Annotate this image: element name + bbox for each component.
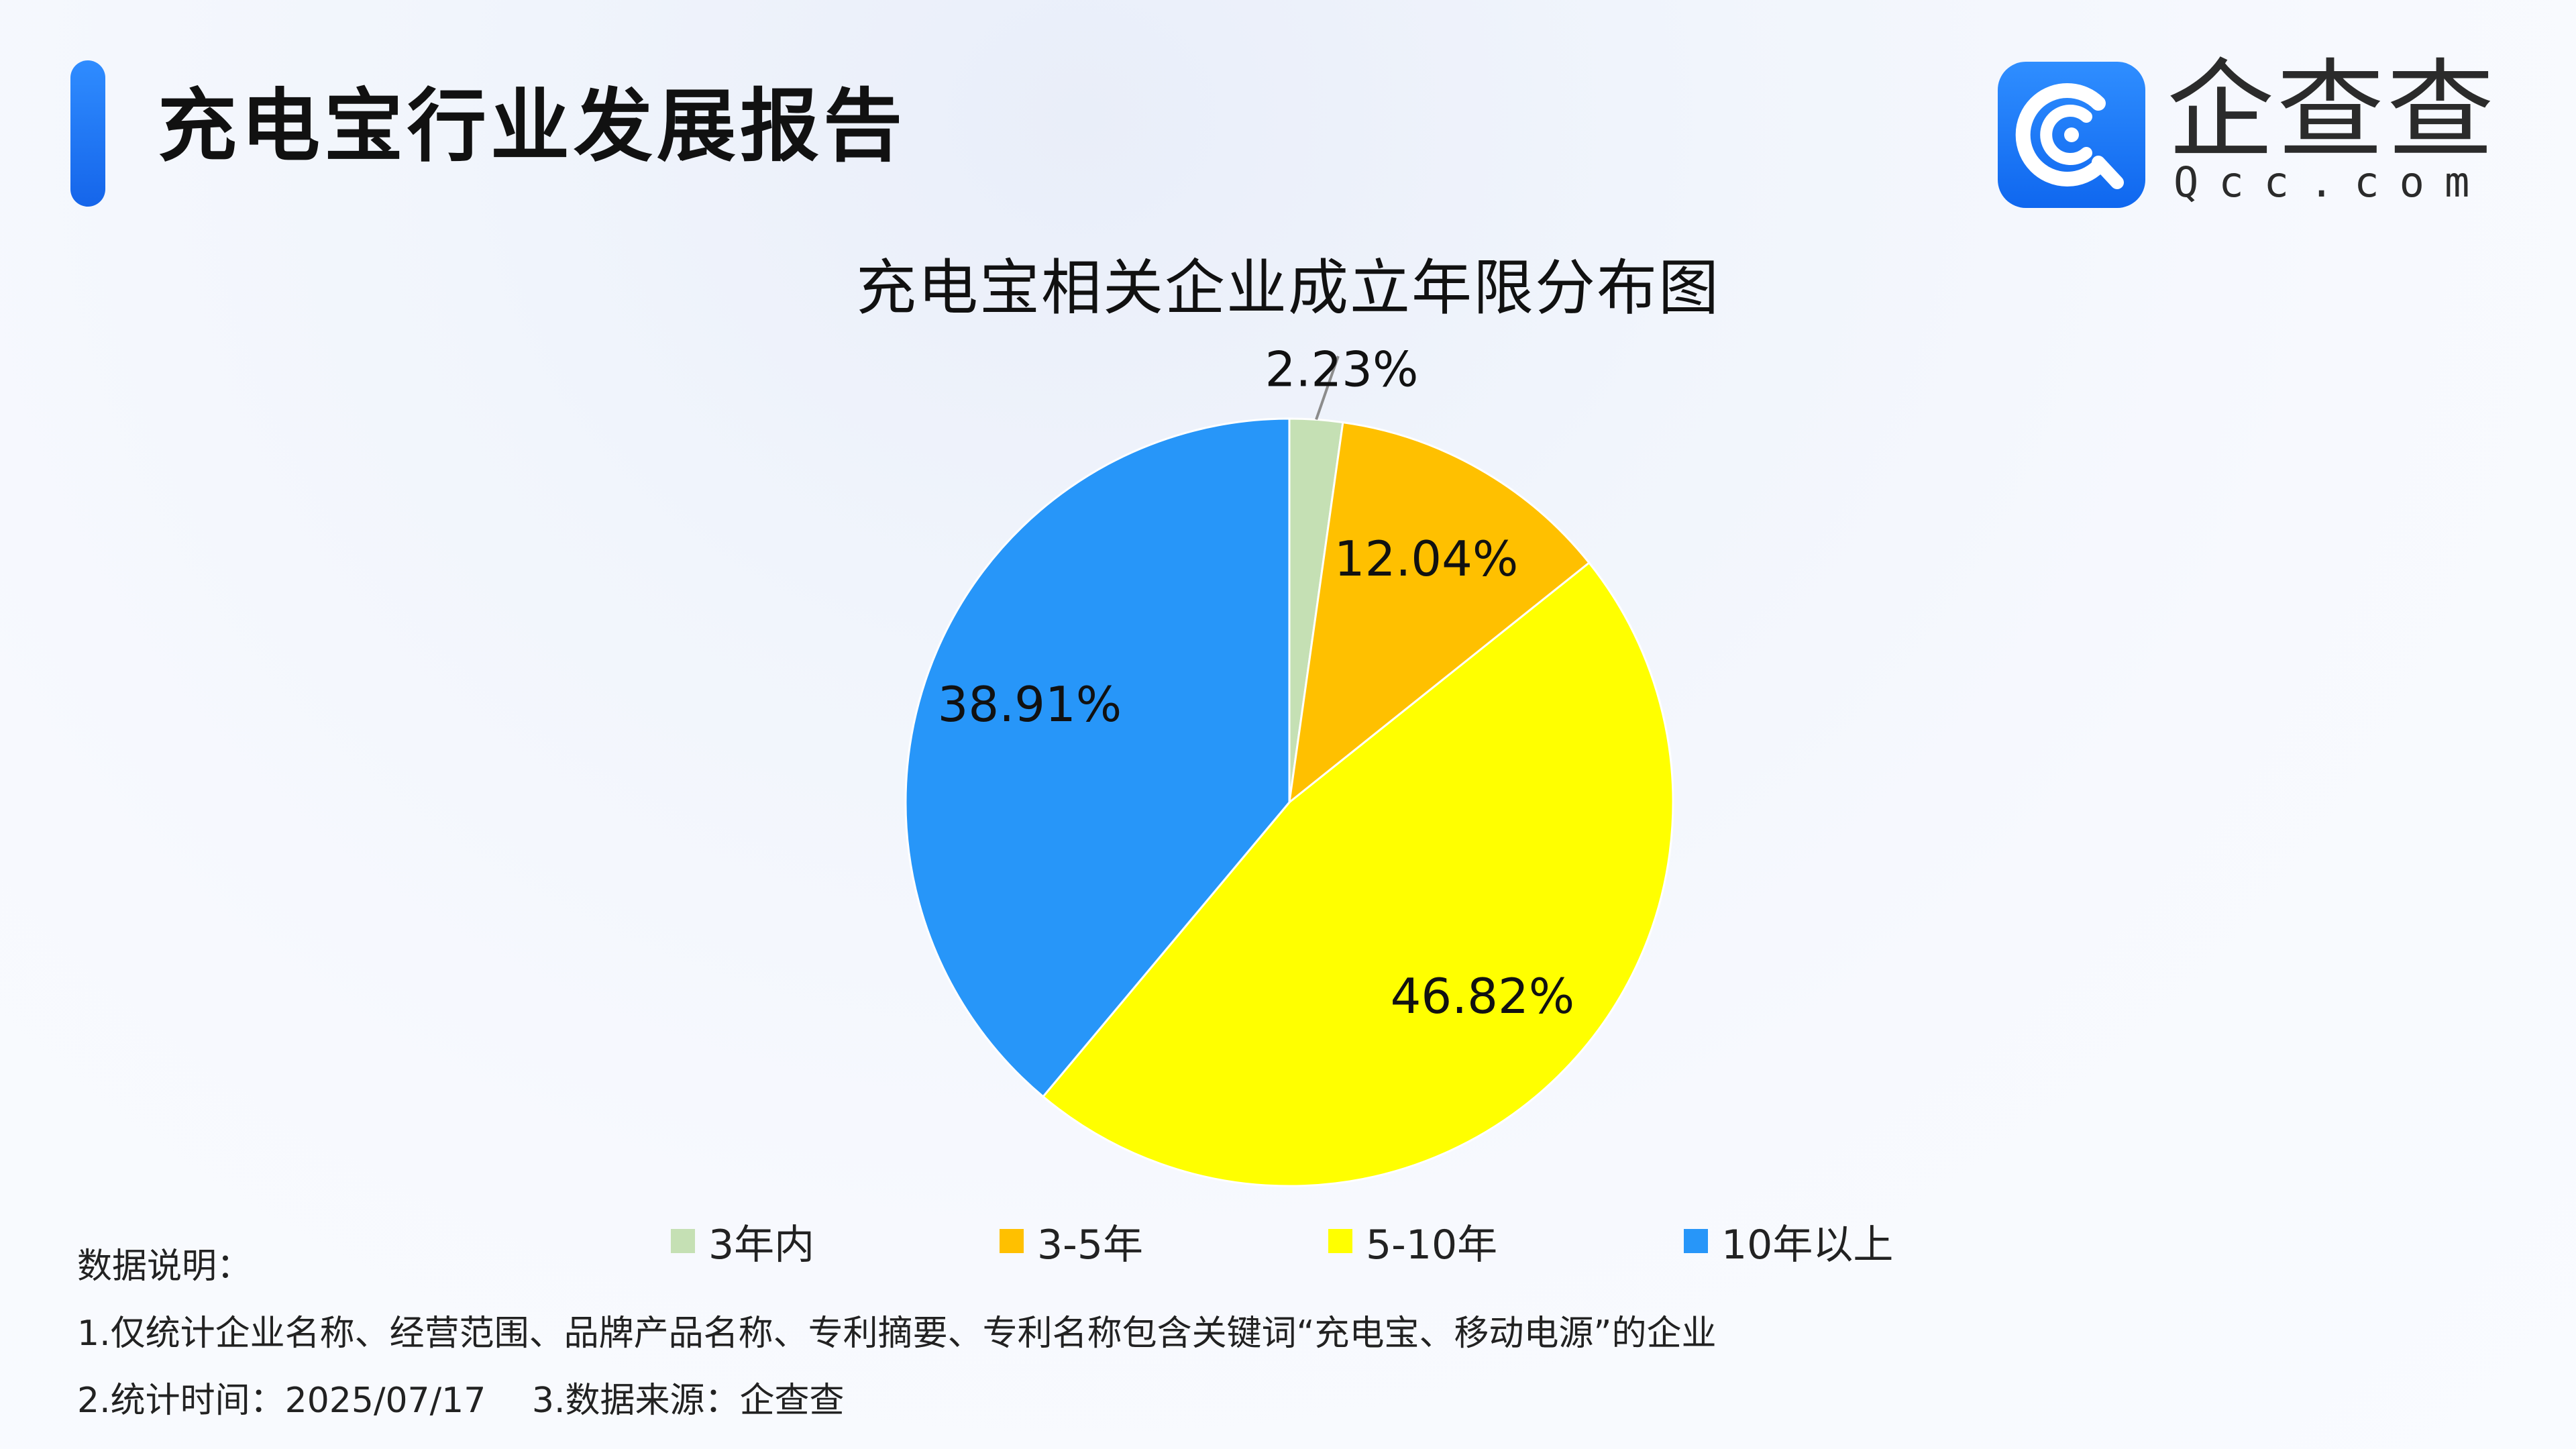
notes-heading: 数据说明： [77, 1246, 252, 1287]
legend-swatch [671, 1229, 695, 1253]
data-label-4: 38.91% [938, 676, 1122, 733]
pie-slice-4 [904, 417, 1291, 1098]
legend-swatch [1000, 1229, 1024, 1253]
legend-item-2: 3-5年 [1000, 1211, 1143, 1271]
data-label-2: 12.04% [1334, 531, 1519, 587]
data-notes: 数据说明： 1.仅统计企业名称、经营范围、品牌产品名称、专利摘要、专利名称包含关… [77, 1233, 1717, 1434]
qcc-logo [1998, 62, 2145, 208]
pie-slice-2 [1287, 421, 1591, 805]
logo-name: 企查查 [2167, 48, 2498, 173]
data-label-3: 46.82% [1391, 968, 1575, 1024]
legend-label: 3-5年 [1037, 1221, 1143, 1269]
logo-domain: Qcc.com [2174, 158, 2490, 207]
legend-label: 5-10年 [1366, 1221, 1498, 1269]
leader-line-1 [1315, 356, 1340, 421]
title-accent-bar [70, 60, 105, 207]
data-label-1: 2.23% [1265, 341, 1419, 398]
qcc-logo-icon [1998, 62, 2145, 208]
notes-line-1: 1.仅统计企业名称、经营范围、品牌产品名称、专利摘要、专利名称包含关键词“充电宝… [77, 1313, 1717, 1354]
legend-item-4: 10年以上 [1684, 1211, 1893, 1271]
notes-line-2: 2.统计时间：2025/07/17 3.数据来源：企查查 [77, 1381, 845, 1421]
legend-label: 3年内 [708, 1221, 815, 1269]
legend-label: 10年以上 [1721, 1221, 1894, 1269]
chart-title: 充电宝相关企业成立年限分布图 [856, 253, 1720, 323]
report-title: 充电宝行业发展报告 [158, 80, 907, 172]
legend-swatch [1684, 1229, 1708, 1253]
legend-item-3: 5-10年 [1328, 1211, 1497, 1271]
legend-item-1: 3年内 [671, 1211, 814, 1271]
legend-swatch [1328, 1229, 1352, 1253]
pie-slice-3 [1041, 561, 1674, 1187]
